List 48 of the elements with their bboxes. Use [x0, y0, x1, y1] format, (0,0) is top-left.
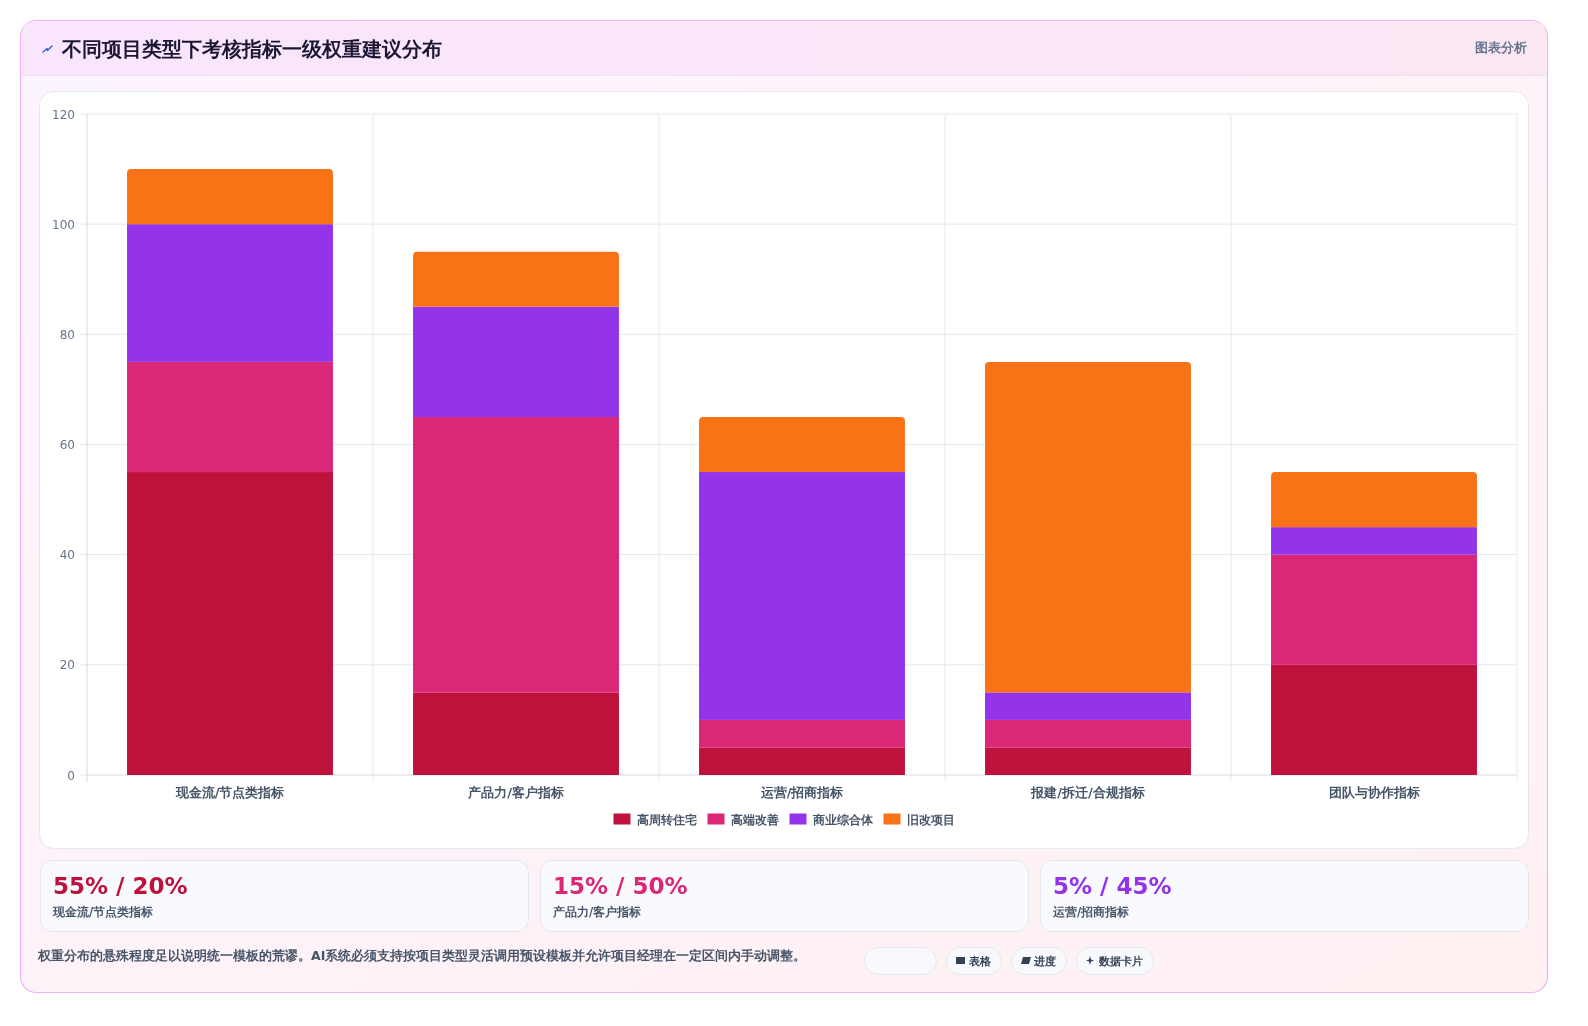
bar: [985, 747, 1191, 775]
text: 图表分析: [1475, 40, 1527, 55]
bar: [699, 416, 905, 473]
bar: [1271, 664, 1477, 775]
bar: [1271, 554, 1477, 665]
y-tick-label: 20: [59, 658, 75, 673]
y-tick-label: 0: [67, 768, 75, 783]
bar: [699, 719, 905, 748]
bar: [127, 472, 333, 775]
legend-label: 商业综合体: [811, 812, 874, 827]
bar: [413, 692, 619, 775]
chart-title: 不同项目类型下考核指标一级权重建议分布: [61, 37, 442, 61]
bar: [127, 361, 333, 473]
bar: [413, 306, 619, 417]
x-tick-label: 报建/拆迁/合规指标: [1030, 785, 1145, 800]
x-tick-label: 现金流/节点类指标: [174, 785, 285, 800]
bar: [413, 416, 619, 693]
text: 15% / 50%: [553, 873, 688, 899]
bar: [413, 251, 619, 307]
text: 55% / 20%: [53, 873, 188, 899]
text: 进度: [1033, 954, 1056, 967]
x-tick-label: 产品力/客户指标: [467, 785, 564, 800]
bar: [985, 361, 1191, 693]
text: 数据卡片: [1098, 954, 1143, 967]
bar: [985, 692, 1191, 720]
legend-label: 高周转住宅: [636, 812, 697, 827]
y-tick-label: 60: [59, 438, 75, 452]
bar: [1271, 527, 1477, 555]
legend-label: 高端改善: [730, 812, 779, 827]
text: 权重分布的悬殊程度足以说明统一模板的荒谬。AI系统必须支持按项目类型灵活调用预设模板并允许项目经理在一定区间内手动调整。: [37, 948, 807, 963]
bar: [127, 224, 333, 362]
y-tick-label: 120: [52, 107, 75, 122]
y-tick-label: 80: [59, 327, 75, 342]
text: 产品力/客户指标: [552, 905, 642, 919]
bar: [127, 169, 333, 225]
bar: [1271, 472, 1477, 528]
text: 现金流/节点类指标: [52, 905, 154, 919]
bar: [985, 719, 1191, 748]
text: 运营/招商指标: [1052, 905, 1130, 919]
bar: [699, 472, 905, 720]
x-tick-label: 运营/招商指标: [759, 785, 844, 800]
text: 表格: [968, 954, 992, 967]
text: 5% / 45%: [1053, 873, 1172, 899]
bar: [699, 747, 905, 775]
legend-label: 旧改项目: [906, 812, 955, 827]
x-tick-label: 团队与协作指标: [1328, 785, 1420, 800]
y-tick-label: 100: [52, 217, 75, 232]
y-tick-label: 40: [59, 548, 75, 563]
